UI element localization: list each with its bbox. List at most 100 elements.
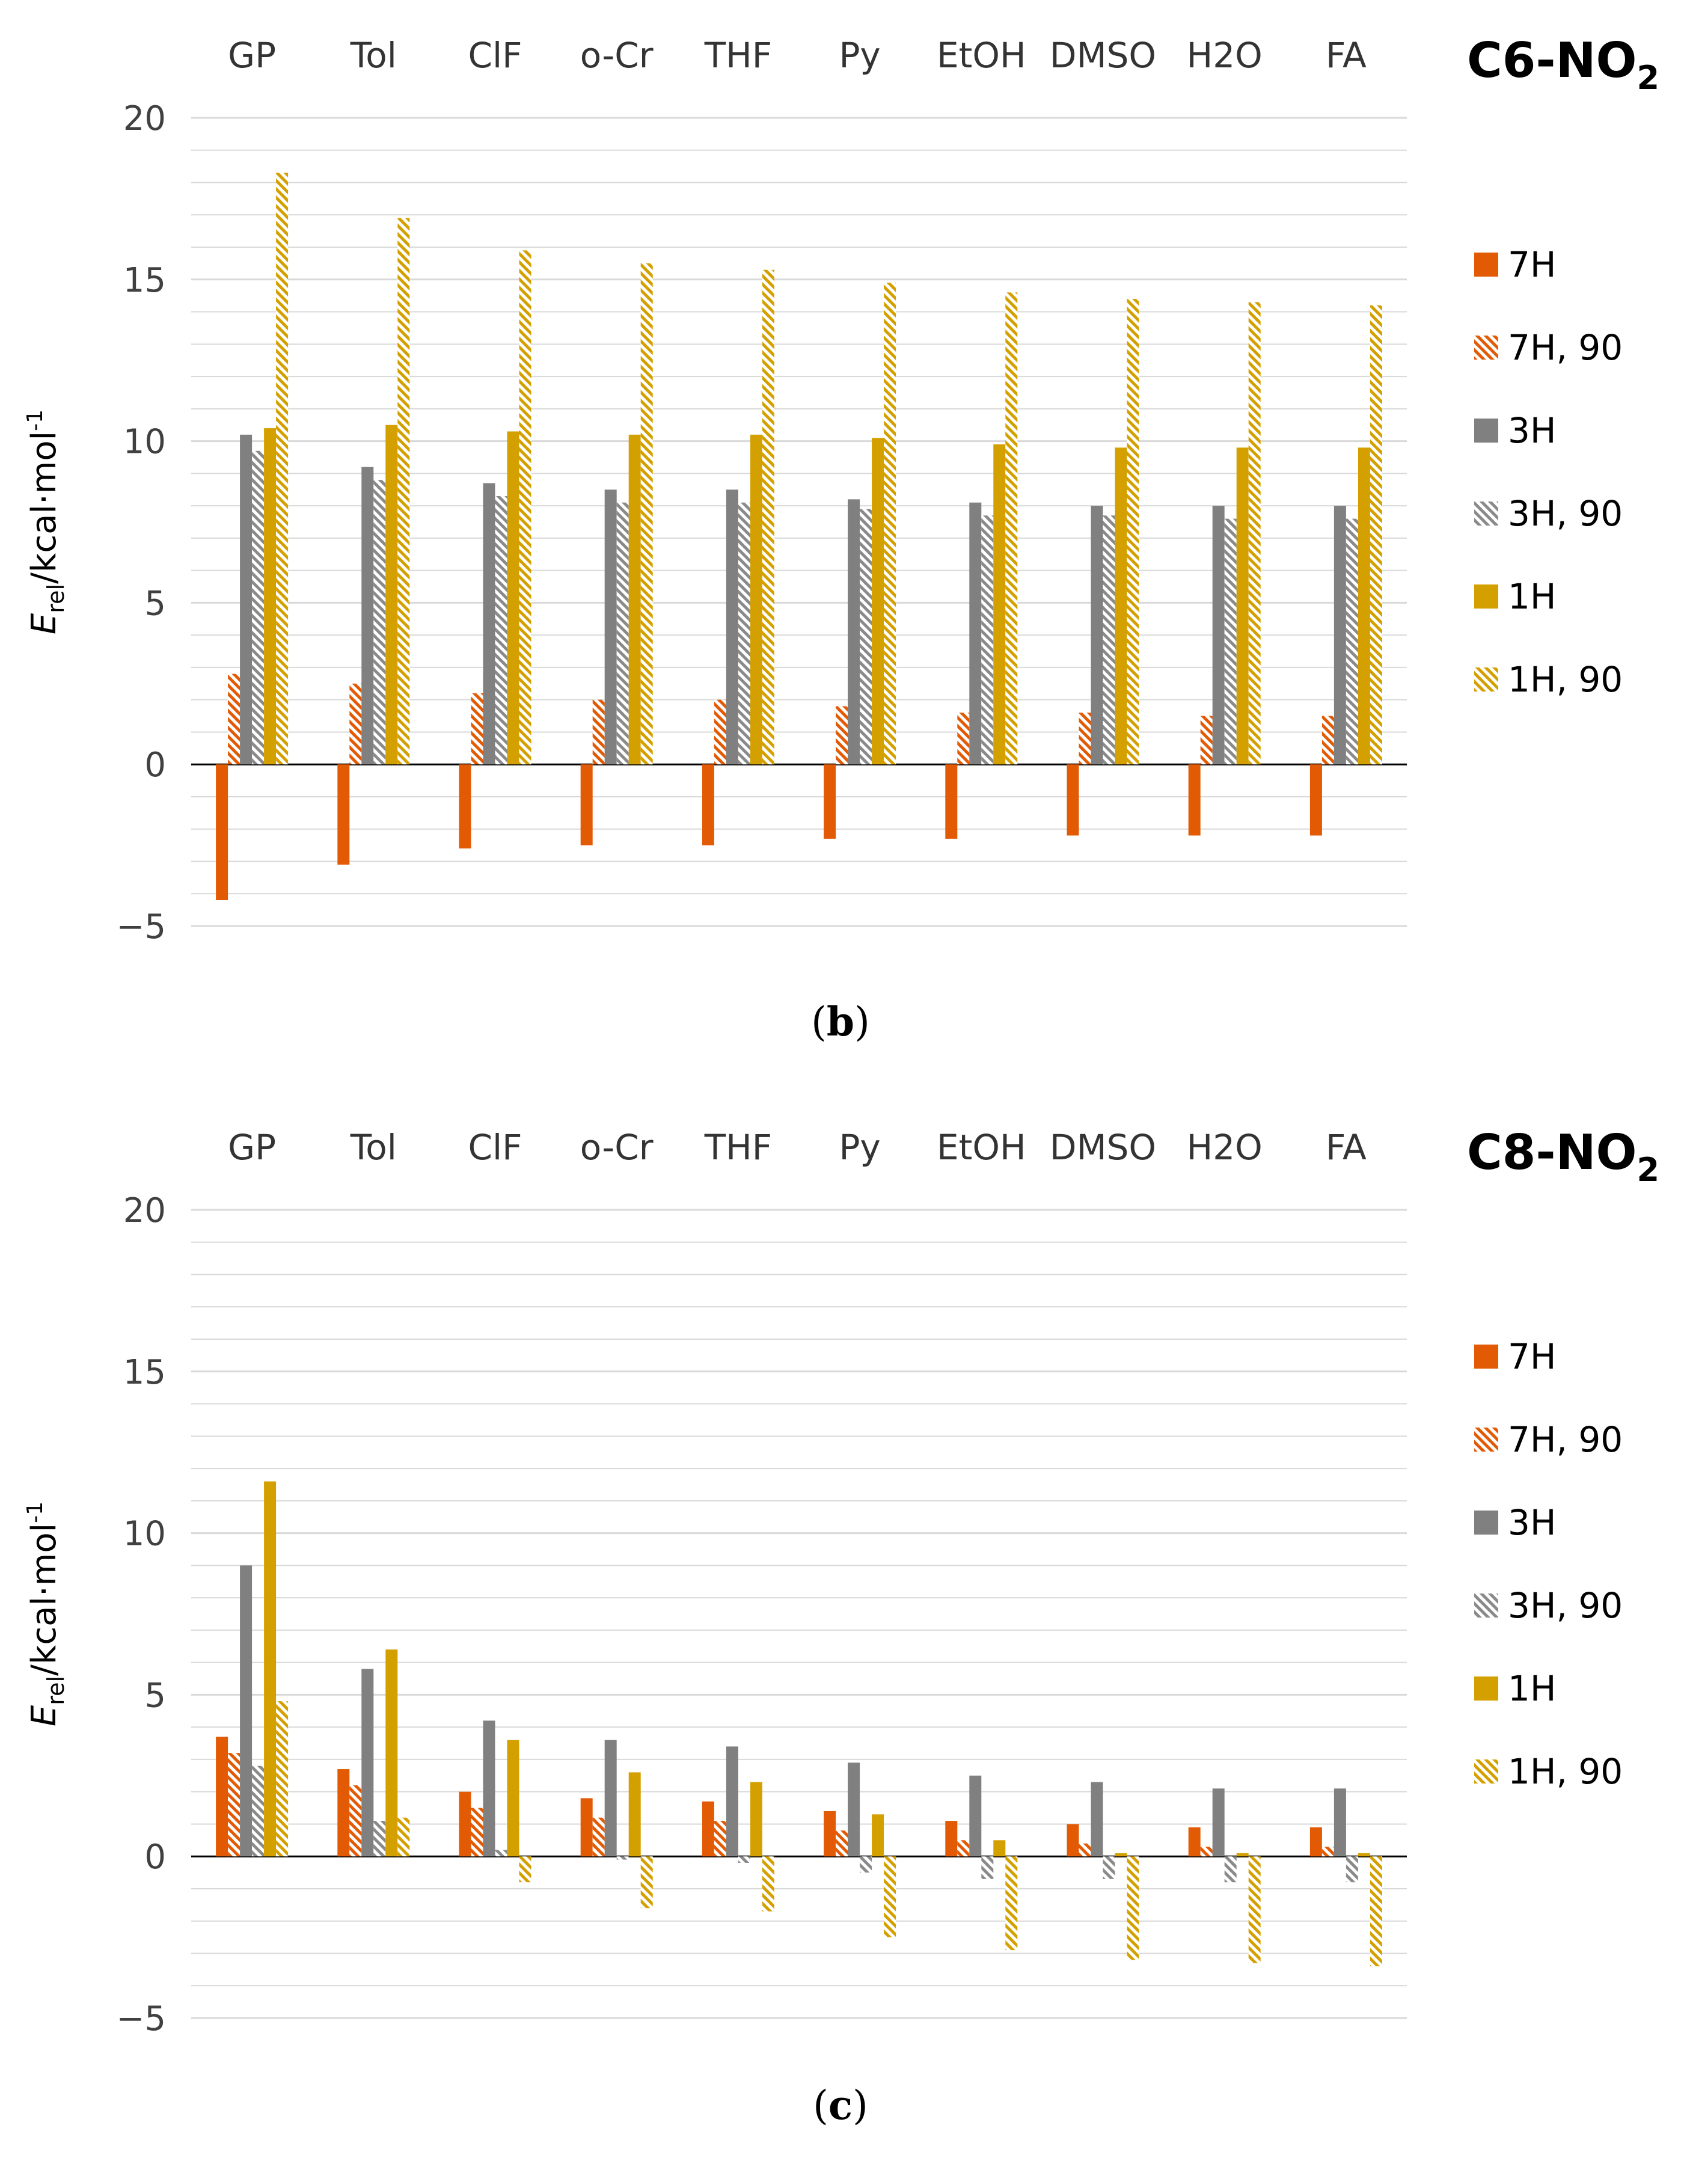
bar-1h-tol [385,425,398,765]
legend-label: 1H, 90 [1508,1751,1623,1792]
bar-7h-90-tol [349,1785,362,1857]
bar-1h-o-cr [628,1772,641,1857]
bar-1h-py [872,1814,884,1857]
legend-label: 1H [1508,1668,1557,1709]
bar-7h-py [824,1811,836,1857]
bar-7h-o-cr [580,764,593,845]
category-label: ClF [468,1127,522,1168]
bar-1h-etoh [993,444,1006,765]
bar-1h-90-gp [276,173,289,765]
bar-7h-tol [337,764,350,865]
category-label: Tol [350,1127,397,1168]
legend-swatch [1474,1676,1498,1701]
bar-1h-fa [1358,447,1370,765]
bar-1h-90-py [884,283,896,765]
bar-1h-90-clf [519,1856,531,1883]
bar-7h-90-etoh [957,1840,970,1857]
bar-7h-fa [1309,1827,1322,1857]
category-label: Py [839,1127,880,1168]
bar-1h-clf [507,431,519,765]
bar-3h-py [848,1762,860,1857]
y-tick-label: 5 [144,584,166,623]
bar-3h-90-thf [738,502,750,765]
bar-3h-90-dmso [1103,515,1115,765]
bar-1h-90-etoh [1005,292,1018,765]
bar-7h-90-tol [349,683,362,765]
category-label: Tol [350,35,397,76]
bar-3h-90-h2o [1224,518,1237,765]
bar-7h-90-clf [471,693,483,765]
bar-3h-tol [361,467,374,765]
bar-3h-dmso [1091,1782,1103,1857]
bar-3h-thf [726,1746,738,1857]
bar-7h-90-o-cr [592,1817,605,1857]
bar-3h-dmso [1091,506,1103,765]
bar-1h-tol [385,1649,398,1857]
bar-7h-90-h2o [1200,1847,1213,1857]
category-label: GP [228,35,276,76]
chart-c: −5 0 5 10 15 20 GP Tol ClF o-Cr THF Py EtOH DMSO H2O FA… [23,1124,1659,2038]
bar-1h-dmso [1115,447,1127,765]
bar-1h-90-dmso [1127,299,1139,765]
bar-1h-dmso [1115,1853,1127,1857]
bar-1h-90-fa [1370,305,1382,765]
bar-7h-h2o [1188,764,1201,836]
bar-3h-gp [240,1565,253,1857]
bar-7h-90-etoh [957,713,970,765]
bar-3h-90-thf [738,1856,750,1863]
bar-1h-90-fa [1370,1856,1382,1966]
caption-c: (c) [813,2082,868,2129]
bar-3h-tol [361,1669,374,1857]
bar-3h-etoh [969,502,982,765]
bar-1h-gp [264,428,277,765]
bar-7h-90-fa [1321,1847,1334,1857]
bar-3h-90-py [860,509,872,765]
chart-b: −5 0 5 10 15 20 GP Tol ClF o-Cr THF Py EtOH DMSO H2O FA… [23,32,1659,946]
bar-7h-90-dmso [1079,713,1091,765]
bar-7h-90-h2o [1200,716,1213,765]
bar-3h-90-tol [373,480,386,765]
y-tick-label: 5 [144,1676,166,1715]
bar-7h-etoh [945,1821,958,1857]
legend-swatch [1474,336,1498,360]
bar-3h-90-tol [373,1821,386,1857]
bar-7h-fa [1309,764,1322,836]
y-tick-label: 10 [123,423,166,462]
bar-3h-90-clf [495,495,507,765]
legend-swatch [1474,1345,1498,1369]
bar-3h-90-gp [252,450,265,765]
bar-3h-90-gp [252,1765,265,1857]
y-tick-label: 15 [123,1353,166,1392]
bar-7h-dmso [1067,764,1079,836]
bar-3h-py [848,499,860,765]
category-label: o-Cr [580,35,654,76]
bar-1h-o-cr [628,434,641,765]
bar-3h-90-py [860,1856,872,1873]
bar-3h-h2o [1212,1788,1225,1857]
bar-7h-dmso [1067,1824,1079,1857]
bar-1h-etoh [993,1840,1006,1857]
y-tick-label: −5 [116,907,166,946]
bar-7h-h2o [1188,1827,1201,1857]
bar-7h-90-py [836,1830,848,1857]
chart-title: C8-NO2 [1467,1124,1659,1189]
bar-7h-gp [216,764,228,900]
bar-7h-thf [702,764,714,845]
legend-swatch [1474,1511,1498,1535]
bar-1h-h2o [1236,1853,1249,1857]
chart-title: C6-NO2 [1467,32,1659,97]
bar-3h-90-o-cr [616,1856,629,1860]
legend-swatch [1474,1594,1498,1618]
bar-3h-90-etoh [981,515,994,765]
bar-7h-90-thf [714,1821,726,1857]
bar-7h-clf [459,764,471,848]
legend-label: 7H, 90 [1508,327,1623,368]
legend-swatch [1474,584,1498,609]
legend-swatch [1474,1759,1498,1784]
y-tick-label: 0 [144,746,166,785]
legend-label: 3H [1508,410,1557,451]
bar-3h-90-h2o [1224,1856,1237,1883]
bar-1h-90-o-cr [640,263,653,765]
legend-swatch [1474,667,1498,692]
category-label: ClF [468,35,522,76]
